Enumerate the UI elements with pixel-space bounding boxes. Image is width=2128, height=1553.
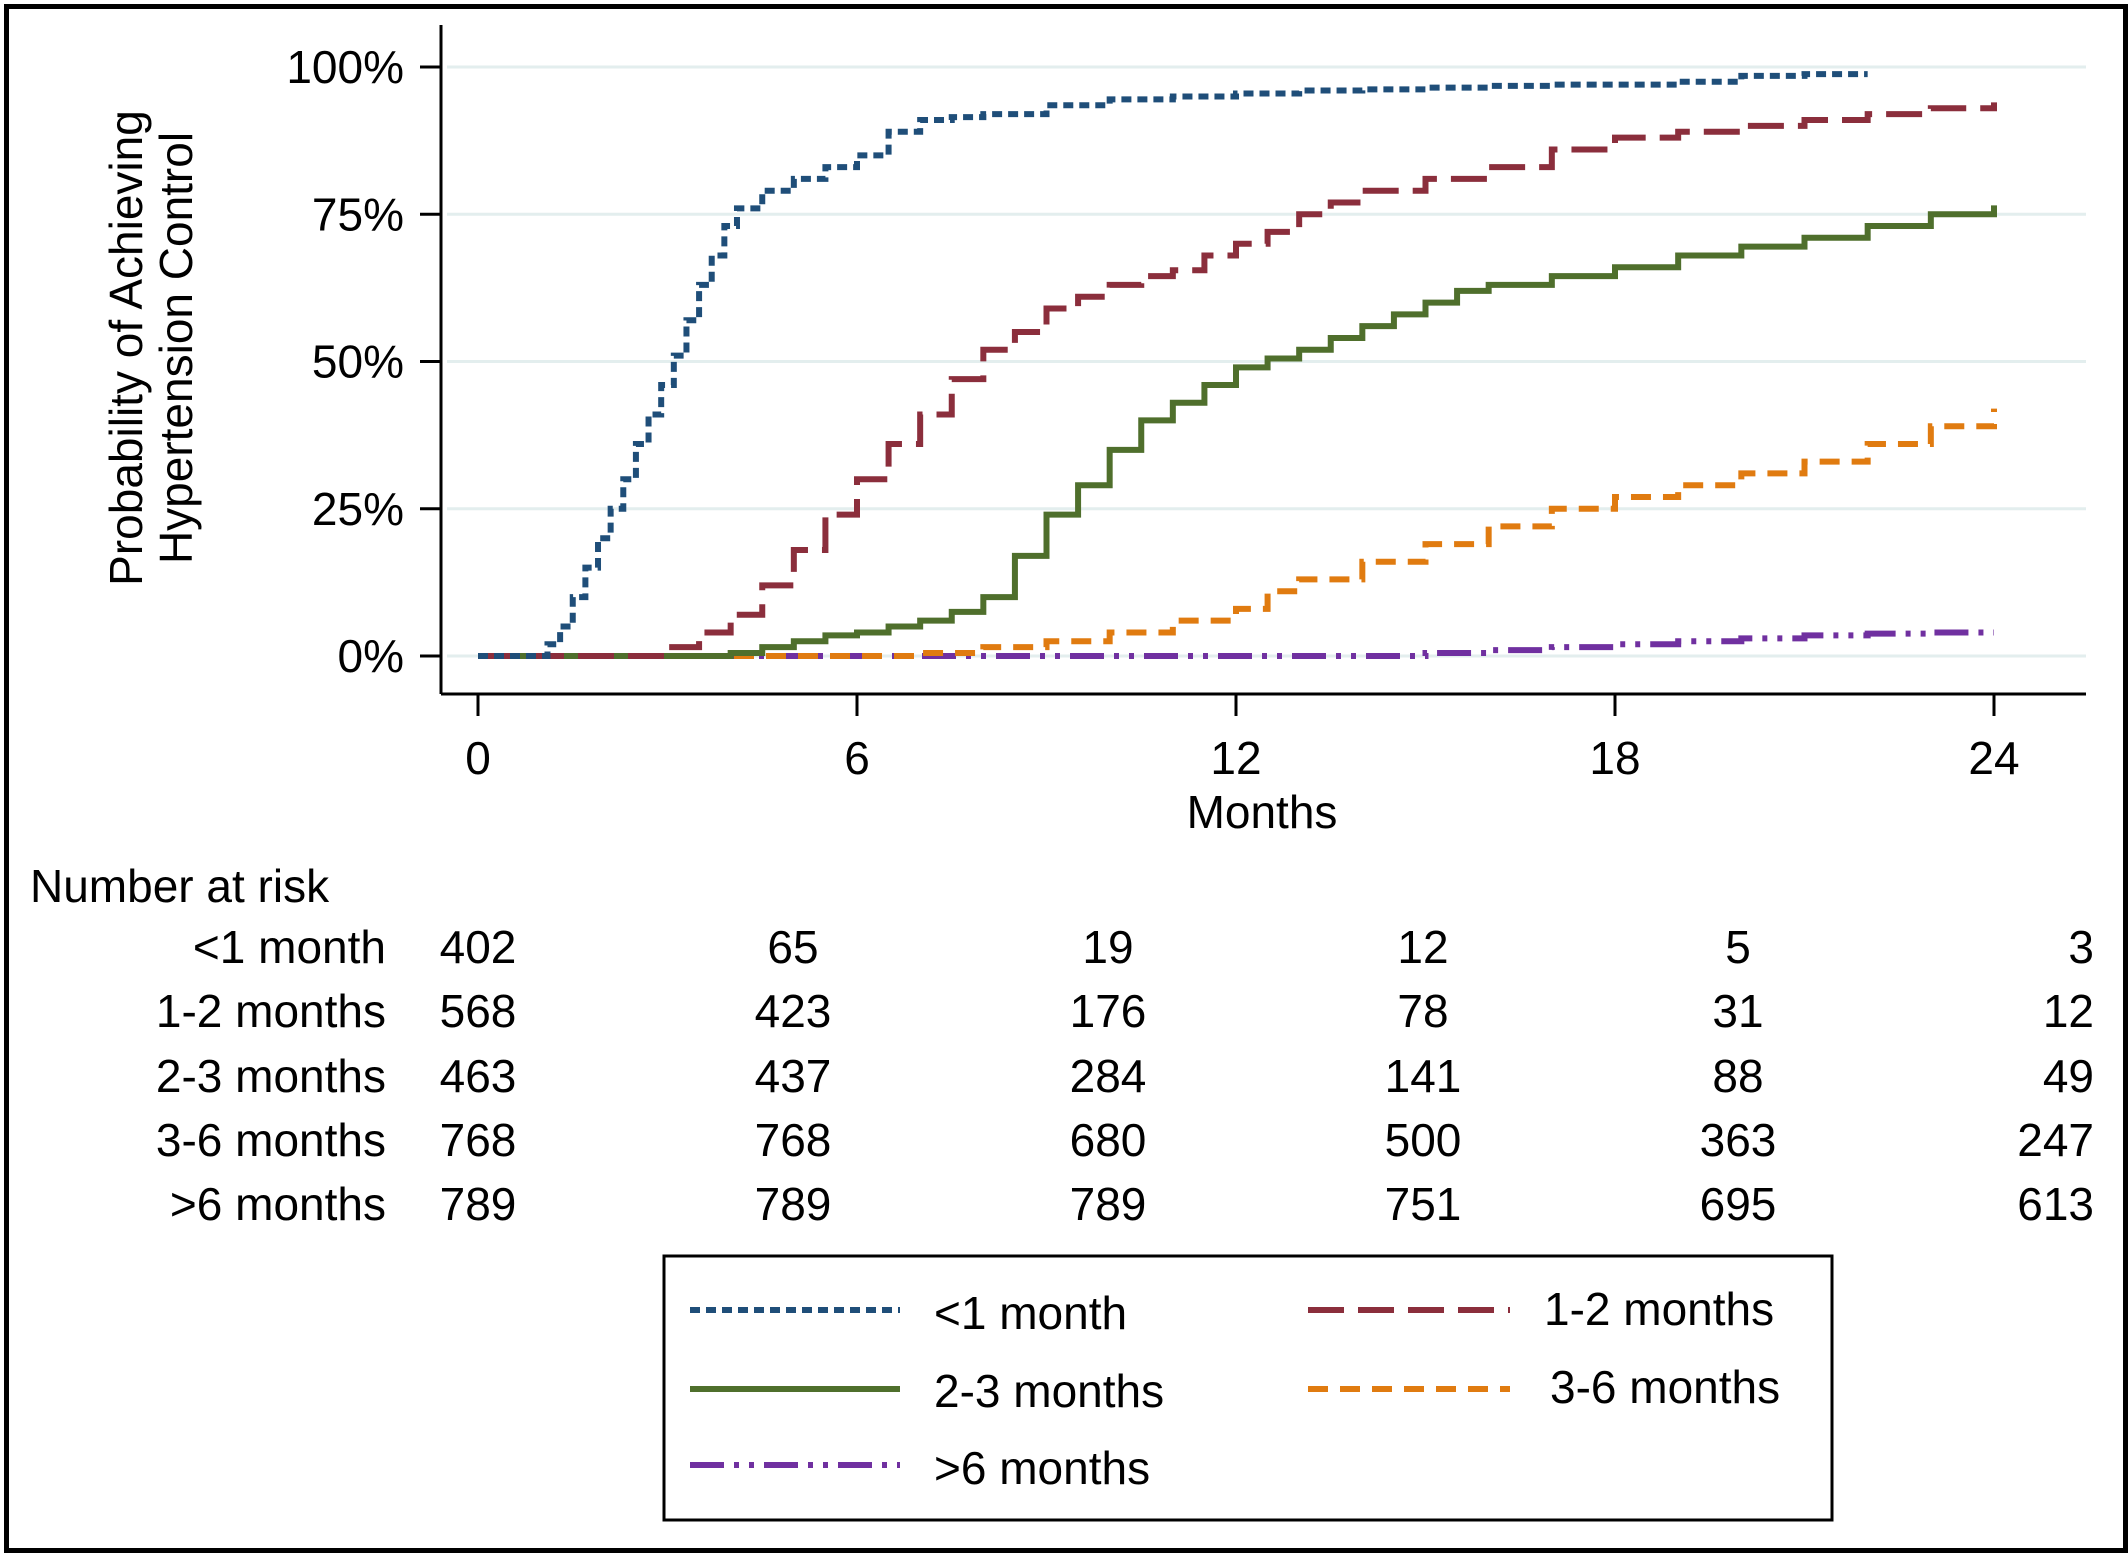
risk-cell: 78 [1397, 985, 1448, 1037]
series-line-4 [478, 629, 1994, 659]
risk-table-title: Number at risk [30, 860, 330, 912]
risk-table: <1 month 402 65 19 12 5 3 1-2 months 568 423 176 78… [156, 921, 2094, 1230]
legend-label-2: 2-3 months [934, 1365, 1164, 1417]
x-tick-label: 18 [1589, 732, 1640, 784]
risk-cell: 141 [1385, 1050, 1462, 1102]
legend: <1 month 1-2 months 2-3 months 3-6 months >6… [662, 1254, 1834, 1522]
risk-cell: 789 [755, 1178, 832, 1230]
risk-cell: 247 [2017, 1114, 2094, 1166]
risk-cell: 423 [755, 985, 832, 1037]
x-tick-label: 0 [465, 732, 491, 784]
risk-cell: 65 [767, 921, 818, 973]
risk-cell: 12 [2043, 985, 2094, 1037]
risk-cell: 284 [1070, 1050, 1147, 1102]
legend-label-4: >6 months [934, 1442, 1150, 1494]
risk-row-label: <1 month [193, 921, 386, 973]
risk-cell: 789 [1070, 1178, 1147, 1230]
risk-cell: 568 [440, 985, 517, 1037]
risk-cell: 437 [755, 1050, 832, 1102]
x-tick-label: 6 [844, 732, 870, 784]
series-line-3 [478, 408, 1997, 659]
risk-cell: 88 [1712, 1050, 1763, 1102]
legend-label-0: <1 month [934, 1287, 1127, 1339]
risk-cell: 500 [1385, 1114, 1462, 1166]
risk-row-label: 1-2 months [156, 985, 386, 1037]
x-ticks: 0 6 12 18 24 [465, 694, 2020, 784]
risk-cell: 789 [440, 1178, 517, 1230]
legend-label-3: 3-6 months [1550, 1361, 1780, 1413]
curves [478, 71, 1997, 659]
risk-cell: 31 [1712, 985, 1763, 1037]
y-tick-label: 0% [338, 630, 404, 682]
series-line-0 [478, 71, 1868, 659]
risk-cell: 3 [2068, 921, 2094, 973]
y-axis-label-line-1: Probability of Achieving [100, 110, 152, 586]
y-tick-label: 25% [312, 483, 404, 535]
risk-cell: 363 [1700, 1114, 1777, 1166]
risk-cell: 613 [2017, 1178, 2094, 1230]
risk-cell: 402 [440, 921, 517, 973]
y-tick-label: 50% [312, 336, 404, 388]
y-tick-label: 75% [312, 188, 404, 240]
risk-cell: 463 [440, 1050, 517, 1102]
risk-row-label: 3-6 months [156, 1114, 386, 1166]
legend-label-1: 1-2 months [1544, 1283, 1774, 1335]
risk-cell: 19 [1082, 921, 1133, 973]
risk-cell: 5 [1725, 921, 1751, 973]
series-line-2 [478, 205, 1997, 659]
x-tick-label: 12 [1210, 732, 1261, 784]
y-axis-label-line-2: Hypertension Control [150, 132, 202, 564]
risk-cell: 751 [1385, 1178, 1462, 1230]
risk-cell: 695 [1700, 1178, 1777, 1230]
risk-row-label: >6 months [170, 1178, 386, 1230]
risk-cell: 768 [755, 1114, 832, 1166]
axes [439, 25, 2086, 696]
risk-row-label: 2-3 months [156, 1050, 386, 1102]
y-ticks: 0% 25% 50% 75% 100% [286, 41, 441, 682]
risk-cell: 49 [2043, 1050, 2094, 1102]
x-axis-label: Months [1187, 786, 1338, 838]
series-line-1 [478, 102, 1997, 659]
risk-cell: 768 [440, 1114, 517, 1166]
x-tick-label: 24 [1968, 732, 2019, 784]
risk-cell: 176 [1070, 985, 1147, 1037]
risk-cell: 680 [1070, 1114, 1147, 1166]
risk-cell: 12 [1397, 921, 1448, 973]
y-tick-label: 100% [286, 41, 404, 93]
